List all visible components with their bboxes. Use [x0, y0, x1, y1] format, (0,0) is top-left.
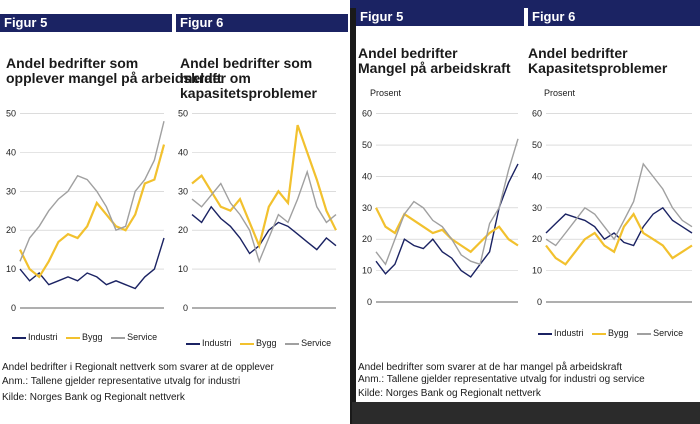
series-line-service [375, 138, 519, 266]
series-line-bygg [191, 124, 337, 250]
note-2: Anm.: Tallene gjelder representative utv… [2, 376, 241, 387]
y-tick-label: 0 [367, 297, 372, 307]
y-tick-label: 10 [362, 266, 372, 276]
note-3: Kilde: Norges Bank og Regionalt nettverk [2, 392, 185, 403]
chart-4-title: Andel bedrifter Kapasitetsproblemer [528, 45, 668, 76]
y-tick-label: 10 [6, 264, 16, 274]
y-tick-label: 30 [6, 186, 16, 196]
series-line-bygg [545, 212, 693, 266]
legend-bygg: Bygg [82, 332, 103, 342]
legend-service: Service [127, 332, 158, 342]
y-tick-label: 40 [178, 147, 188, 157]
series-line-industri [191, 205, 337, 255]
chart-2: 0 10 20 30 40 50 [178, 108, 337, 313]
series-line-service [545, 162, 693, 247]
legend-right: Industri Bygg Service [532, 328, 683, 338]
y-tick-label: 60 [362, 109, 372, 119]
y-tick-label: 50 [362, 140, 372, 150]
y-tick-label: 60 [532, 109, 542, 119]
y-tick-label: 0 [183, 303, 188, 313]
legend-bygg-r: Bygg [608, 328, 629, 338]
y-axis-label-3: Prosent [370, 88, 402, 98]
y-tick-label: 30 [362, 203, 372, 213]
series-line-service [19, 121, 165, 262]
legend-row-2: Industri Bygg Service [180, 338, 331, 348]
series-line-service [191, 169, 337, 264]
series-line-industri [375, 163, 519, 278]
chart-2-title: Andel bedrifter som melder om kapasitetsp… [180, 55, 317, 101]
figure-header-right: Figur 5 [356, 8, 524, 26]
y-tick-label: 20 [362, 234, 372, 244]
divider [350, 0, 356, 424]
note-r2: Anm.: Tallene gjelder representative utv… [358, 374, 645, 385]
chart-4: 0 10 20 30 40 50 60 [532, 109, 693, 307]
legend-bygg-2: Bygg [256, 338, 277, 348]
y-tick-label: 30 [178, 186, 188, 196]
y-tick-label: 20 [178, 225, 188, 235]
note-1: Andel bedrifter i Regionalt nettverk som… [2, 362, 274, 373]
series-line-bygg [19, 144, 166, 279]
note-r3: Kilde: Norges Bank og Regionalt nettverk [358, 388, 541, 399]
y-tick-label: 0 [11, 303, 16, 313]
y-tick-label: 20 [532, 234, 542, 244]
y-tick-label: 50 [178, 108, 188, 118]
legend-service-r: Service [653, 328, 684, 338]
bottom-bar [352, 402, 700, 424]
series-line-industri [19, 237, 165, 290]
y-axis-label-4: Prosent [544, 88, 576, 98]
figure-header-2: Figur 6 [176, 14, 348, 32]
note-r1: Andel bedrifter som svarer at de har man… [358, 362, 623, 373]
legend-industri-r: Industri [554, 328, 584, 338]
y-tick-label: 40 [362, 171, 372, 181]
top-band [350, 0, 700, 8]
y-tick-label: 50 [532, 140, 542, 150]
legend-industri-2: Industri [202, 338, 232, 348]
chart-3-title: Andel bedrifter Mangel på arbeidskraft [358, 45, 511, 76]
y-tick-label: 10 [532, 266, 542, 276]
chart-3: 0 10 20 30 40 50 60 [362, 109, 519, 307]
y-tick-label: 40 [6, 147, 16, 157]
figure-header-right-2: Figur 6 [528, 8, 700, 26]
legend-industri: Industri [28, 332, 58, 342]
y-tick-label: 50 [6, 108, 16, 118]
left-half: Figur 5 Figur 6 Andel bedrifter som opple… [0, 14, 348, 403]
series-line-bygg [375, 207, 519, 254]
chart-1-title: Andel bedrifter som opplever mangel på ar… [6, 55, 222, 86]
y-tick-label: 40 [532, 171, 542, 181]
chart-1: 0 10 20 30 40 50 [6, 108, 166, 313]
y-tick-label: 30 [532, 203, 542, 213]
legend-service-2: Service [301, 338, 332, 348]
y-tick-label: 20 [6, 225, 16, 235]
legend-row-1: Industri Bygg Service [6, 332, 157, 342]
right-half: Figur 5 Figur 6 Andel bedrifter Mangel på… [356, 0, 700, 424]
y-tick-label: 0 [537, 297, 542, 307]
y-tick-label: 10 [178, 264, 188, 274]
figure-header: Figur 5 [0, 14, 172, 32]
